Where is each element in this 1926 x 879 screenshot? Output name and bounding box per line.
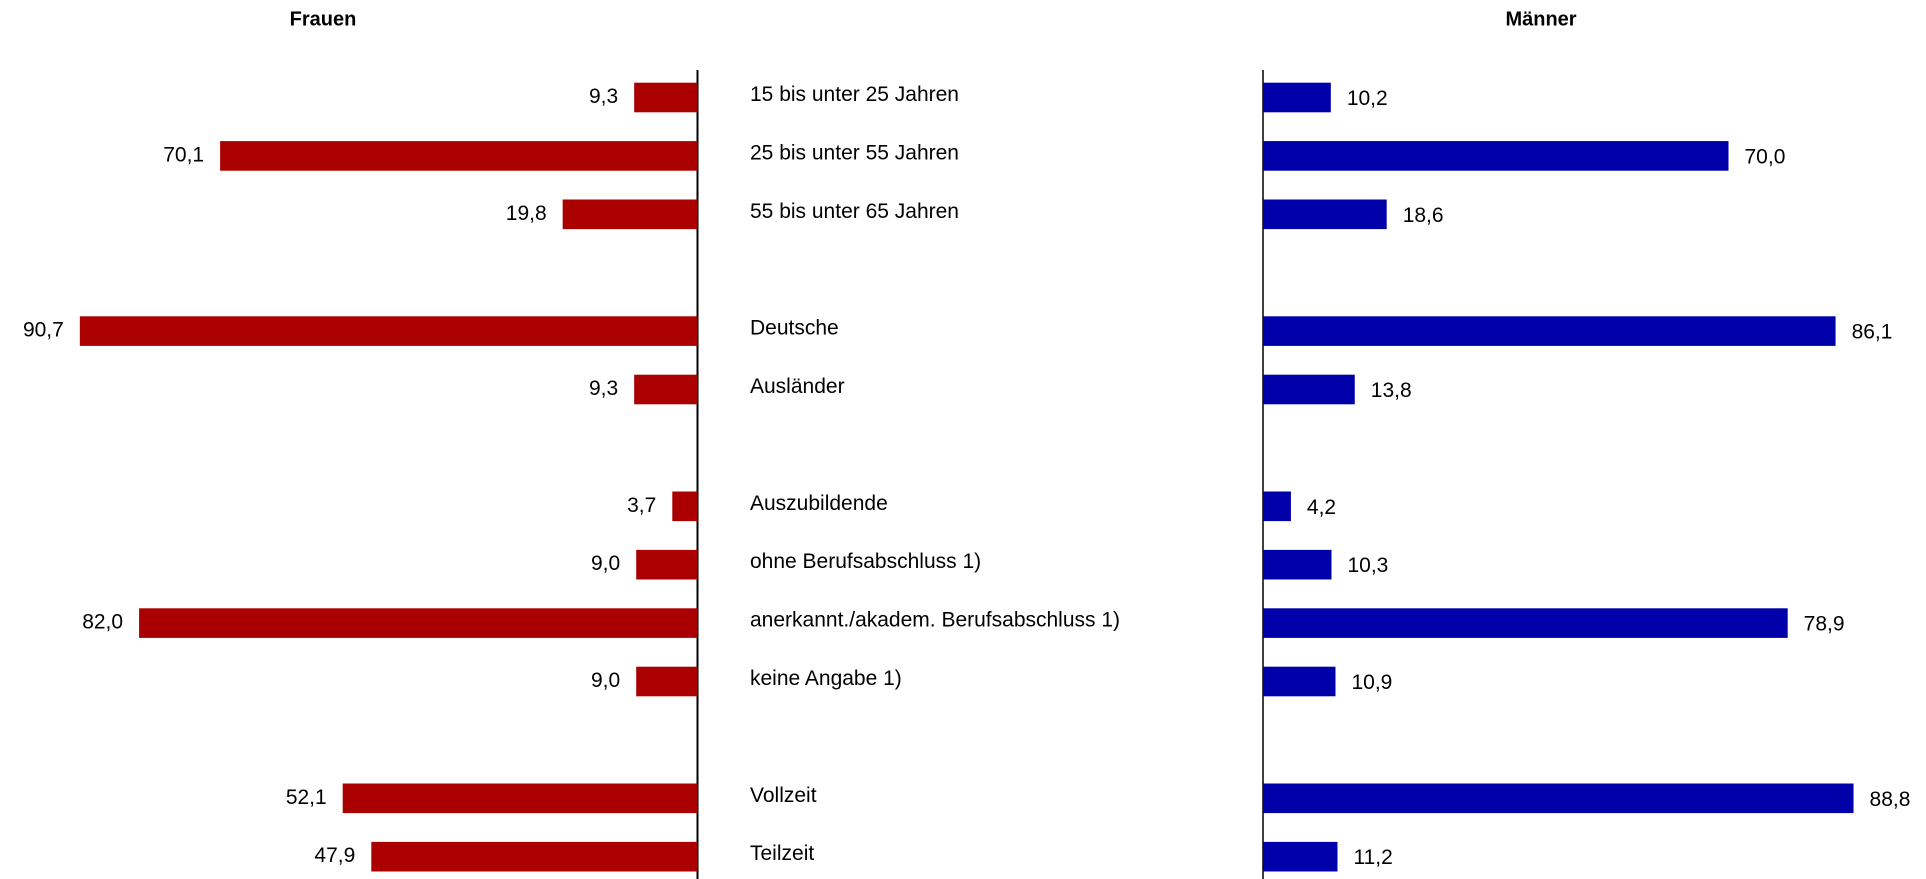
bar	[1263, 549, 1332, 580]
bar	[79, 316, 698, 346]
value-label: 9,0	[591, 669, 620, 692]
value-label: 70,1	[163, 143, 204, 166]
bar	[139, 608, 698, 638]
bar	[1263, 608, 1788, 638]
value-label: 47,9	[314, 844, 355, 867]
category-label: Teilzeit	[750, 842, 814, 865]
bar	[1263, 783, 1854, 814]
value-label: 9,0	[591, 552, 620, 575]
bar	[1263, 374, 1355, 405]
category-label: 15 bis unter 25 Jahren	[750, 83, 959, 106]
value-label: 10,9	[1351, 671, 1392, 694]
value-label: 10,3	[1347, 554, 1388, 577]
category-label: Deutsche	[750, 317, 839, 340]
bar	[562, 199, 698, 230]
category-label: Auszubildende	[750, 492, 888, 515]
value-label: 18,6	[1403, 204, 1444, 227]
category-label: 55 bis unter 65 Jahren	[750, 200, 959, 223]
category-label: ohne Berufsabschluss 1)	[750, 550, 981, 573]
category-label: keine Angabe 1)	[750, 667, 902, 690]
value-label: 3,7	[627, 494, 656, 517]
bar	[672, 491, 698, 522]
bar	[1263, 491, 1291, 522]
bar	[1263, 316, 1836, 346]
value-label: 86,1	[1852, 321, 1893, 344]
value-label: 10,2	[1347, 87, 1388, 110]
category-label: Vollzeit	[750, 784, 817, 807]
bar	[1263, 141, 1729, 171]
value-label: 11,2	[1353, 846, 1392, 869]
series-title: Männer	[1505, 8, 1576, 30]
series-title: Frauen	[290, 8, 357, 30]
value-label: 88,8	[1870, 788, 1911, 811]
value-label: 13,8	[1371, 379, 1412, 402]
bar	[342, 783, 698, 814]
bar	[1263, 82, 1331, 113]
bar	[220, 141, 698, 171]
category-label: Ausländer	[750, 375, 845, 398]
bar	[634, 374, 698, 405]
bar	[1263, 666, 1336, 697]
value-label: 70,0	[1745, 145, 1786, 168]
value-label: 82,0	[82, 611, 123, 634]
value-label: 19,8	[506, 202, 547, 225]
bar	[1263, 199, 1387, 230]
bar	[371, 841, 698, 872]
category-label: 25 bis unter 55 Jahren	[750, 141, 959, 164]
category-label: anerkannt./akadem. Berufsabschluss 1)	[750, 609, 1120, 632]
bar	[1263, 841, 1338, 872]
value-label: 52,1	[286, 786, 327, 809]
bar	[634, 82, 698, 113]
bar	[636, 549, 698, 580]
value-label: 9,3	[589, 85, 618, 108]
value-label: 90,7	[23, 319, 64, 342]
value-label: 4,2	[1307, 496, 1336, 519]
value-label: 9,3	[589, 377, 618, 400]
bar	[636, 666, 698, 697]
value-label: 78,9	[1804, 613, 1845, 636]
